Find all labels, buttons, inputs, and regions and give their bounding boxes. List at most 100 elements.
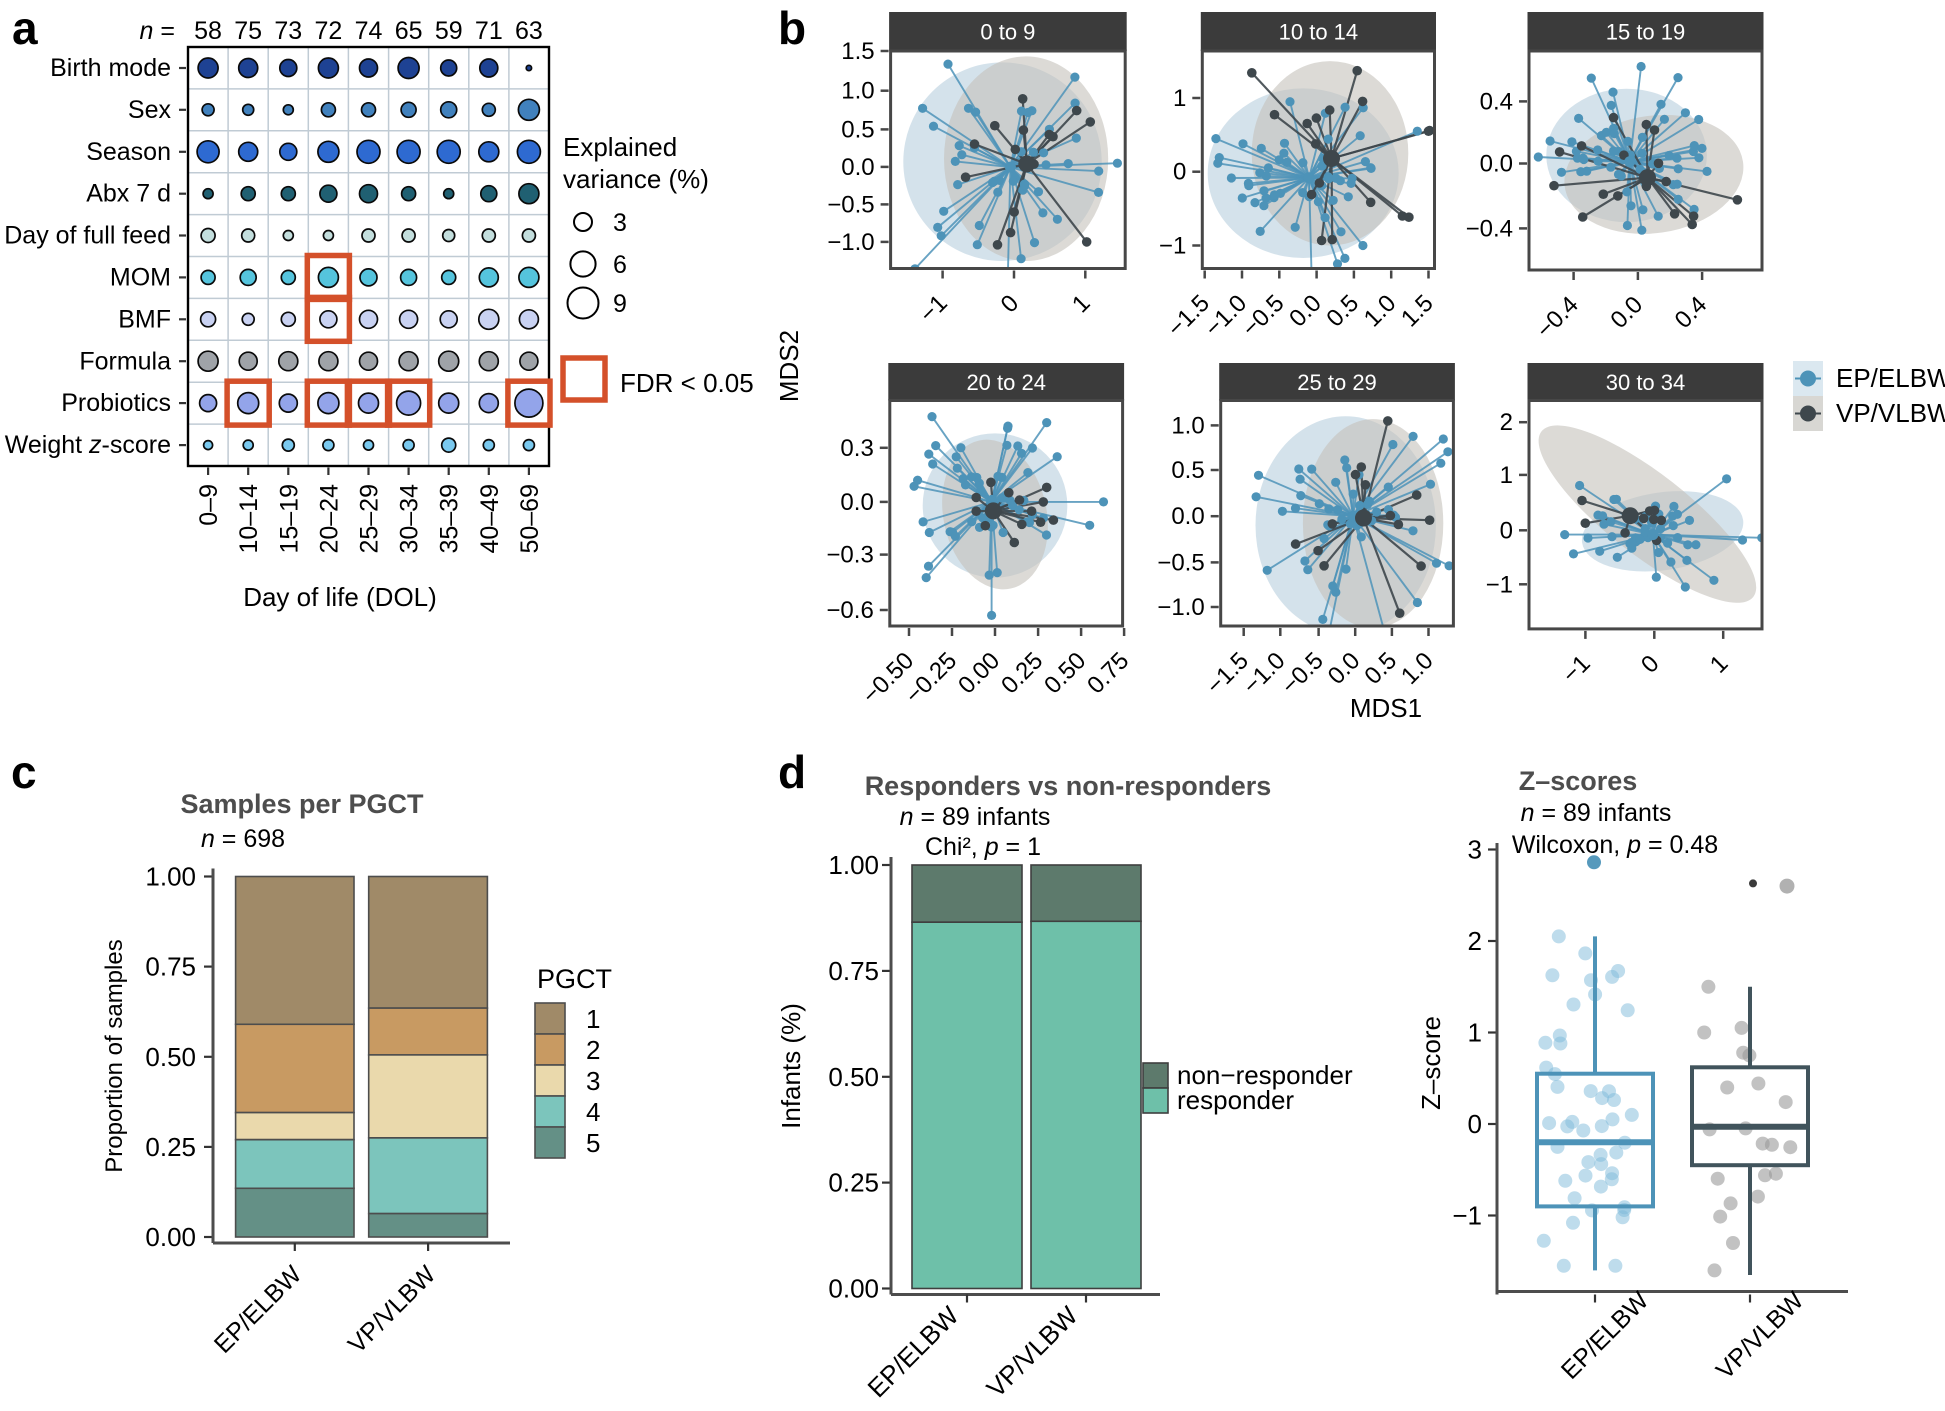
- svg-text:0.0: 0.0: [840, 489, 873, 516]
- svg-text:MDS1: MDS1: [1350, 693, 1422, 723]
- svg-text:0.50: 0.50: [145, 1042, 196, 1072]
- svg-text:Responders vs non-responders: Responders vs non-responders: [865, 771, 1272, 801]
- svg-text:10–14: 10–14: [235, 484, 263, 554]
- svg-text:n = 89 infants: n = 89 infants: [900, 803, 1051, 831]
- svg-text:0.75: 0.75: [1082, 647, 1134, 699]
- svg-text:0.00: 0.00: [953, 647, 1005, 699]
- svg-text:0: 0: [1500, 517, 1513, 544]
- svg-text:30–34: 30–34: [396, 484, 424, 554]
- svg-text:63: 63: [515, 17, 543, 45]
- svg-text:0.0: 0.0: [841, 154, 874, 181]
- svg-text:Z–score: Z–score: [1416, 1016, 1446, 1110]
- svg-text:Day of full feed: Day of full feed: [4, 222, 171, 250]
- svg-text:0.5: 0.5: [1321, 290, 1364, 333]
- svg-text:MOM: MOM: [110, 263, 171, 291]
- svg-text:40–49: 40–49: [476, 484, 504, 554]
- svg-text:0–9: 0–9: [195, 484, 223, 526]
- svg-text:Infants (%): Infants (%): [776, 1003, 806, 1129]
- svg-text:VP/VLBW: VP/VLBW: [1711, 1286, 1810, 1385]
- svg-text:1.0: 1.0: [1359, 290, 1402, 333]
- svg-text:5: 5: [586, 1128, 600, 1158]
- svg-text:1.5: 1.5: [841, 38, 874, 65]
- svg-text:Wilcoxon, p = 0.48: Wilcoxon, p = 0.48: [1512, 831, 1718, 859]
- svg-text:−0.4: −0.4: [1531, 291, 1584, 344]
- svg-text:71: 71: [475, 17, 503, 45]
- svg-text:−0.6: −0.6: [826, 597, 873, 624]
- svg-text:20 to 24: 20 to 24: [966, 370, 1046, 395]
- svg-text:−1: −1: [1486, 571, 1513, 598]
- svg-text:0: 0: [1468, 1109, 1482, 1139]
- svg-text:0.0: 0.0: [1605, 291, 1648, 334]
- svg-text:10 to 14: 10 to 14: [1279, 20, 1359, 45]
- svg-text:0.25: 0.25: [996, 647, 1048, 699]
- svg-text:25–29: 25–29: [356, 484, 384, 554]
- svg-text:0.25: 0.25: [828, 1168, 879, 1198]
- svg-text:Day of life (DOL): Day of life (DOL): [243, 582, 437, 612]
- svg-text:0.4: 0.4: [1670, 291, 1713, 334]
- svg-text:−0.4: −0.4: [1466, 215, 1513, 242]
- svg-text:c: c: [11, 746, 37, 798]
- svg-text:a: a: [12, 2, 38, 54]
- svg-text:0: 0: [1173, 159, 1186, 186]
- svg-text:1: 1: [1705, 650, 1734, 679]
- svg-text:3: 3: [586, 1066, 600, 1096]
- svg-text:n = 698: n = 698: [201, 825, 285, 853]
- svg-text:59: 59: [435, 17, 463, 45]
- svg-text:50–69: 50–69: [516, 484, 544, 554]
- svg-text:0: 0: [996, 290, 1025, 319]
- svg-text:0.4: 0.4: [1480, 88, 1513, 115]
- svg-text:0.5: 0.5: [1359, 647, 1402, 690]
- svg-text:3: 3: [1468, 835, 1482, 865]
- svg-text:EP/ELBW: EP/ELBW: [1836, 363, 1945, 393]
- svg-text:EP/ELBW: EP/ELBW: [862, 1300, 965, 1403]
- svg-text:−1: −1: [1452, 1201, 1482, 1231]
- svg-text:0.3: 0.3: [840, 435, 873, 462]
- svg-text:−1.0: −1.0: [1157, 594, 1204, 621]
- svg-text:30 to 34: 30 to 34: [1606, 370, 1686, 395]
- svg-text:Sex: Sex: [128, 96, 172, 124]
- svg-text:−1.0: −1.0: [827, 229, 874, 256]
- svg-text:25 to 29: 25 to 29: [1297, 370, 1377, 395]
- svg-text:3: 3: [613, 209, 627, 237]
- svg-text:−0.5: −0.5: [1276, 647, 1329, 700]
- svg-text:2: 2: [1500, 409, 1513, 436]
- svg-text:responder: responder: [1177, 1085, 1294, 1115]
- svg-text:0.0: 0.0: [1171, 503, 1204, 530]
- svg-text:2: 2: [586, 1035, 600, 1065]
- svg-text:Abx 7 d: Abx 7 d: [86, 180, 171, 208]
- svg-text:Proportion of samples: Proportion of samples: [101, 939, 128, 1172]
- svg-text:Samples per PGCT: Samples per PGCT: [180, 789, 424, 819]
- svg-text:75: 75: [234, 17, 262, 45]
- svg-text:0.50: 0.50: [1039, 647, 1091, 699]
- svg-text:15 to 19: 15 to 19: [1606, 20, 1686, 45]
- svg-text:b: b: [778, 2, 806, 54]
- svg-text:EP/ELBW: EP/ELBW: [209, 1260, 308, 1359]
- svg-text:4: 4: [586, 1097, 600, 1127]
- svg-text:9: 9: [613, 290, 627, 318]
- svg-text:n =: n =: [140, 17, 175, 45]
- svg-text:−0.5: −0.5: [1237, 290, 1290, 343]
- svg-text:Formula: Formula: [79, 347, 171, 375]
- svg-text:1.0: 1.0: [1396, 647, 1439, 690]
- svg-text:d: d: [778, 746, 806, 798]
- svg-text:0.5: 0.5: [841, 116, 874, 143]
- svg-text:Weight z-score: Weight z-score: [5, 431, 171, 459]
- svg-text:variance (%): variance (%): [563, 164, 709, 194]
- svg-text:1.0: 1.0: [841, 78, 874, 105]
- svg-text:n = 89 infants: n = 89 infants: [1521, 799, 1672, 827]
- svg-text:0.00: 0.00: [828, 1274, 879, 1304]
- svg-text:Season: Season: [86, 138, 171, 166]
- svg-text:0.0: 0.0: [1284, 290, 1327, 333]
- svg-text:0: 0: [1636, 650, 1665, 679]
- svg-text:35–39: 35–39: [436, 484, 464, 554]
- svg-text:−0.5: −0.5: [1157, 549, 1204, 576]
- svg-text:PGCT: PGCT: [537, 964, 612, 994]
- svg-text:VP/VLBW: VP/VLBW: [981, 1300, 1084, 1403]
- svg-text:0.25: 0.25: [145, 1132, 196, 1162]
- svg-text:1: 1: [1173, 85, 1186, 112]
- svg-text:74: 74: [355, 17, 383, 45]
- svg-text:0.75: 0.75: [828, 956, 879, 986]
- svg-text:BMF: BMF: [118, 305, 171, 333]
- svg-text:0.0: 0.0: [1323, 647, 1366, 690]
- svg-text:Chi², p = 1: Chi², p = 1: [925, 833, 1041, 861]
